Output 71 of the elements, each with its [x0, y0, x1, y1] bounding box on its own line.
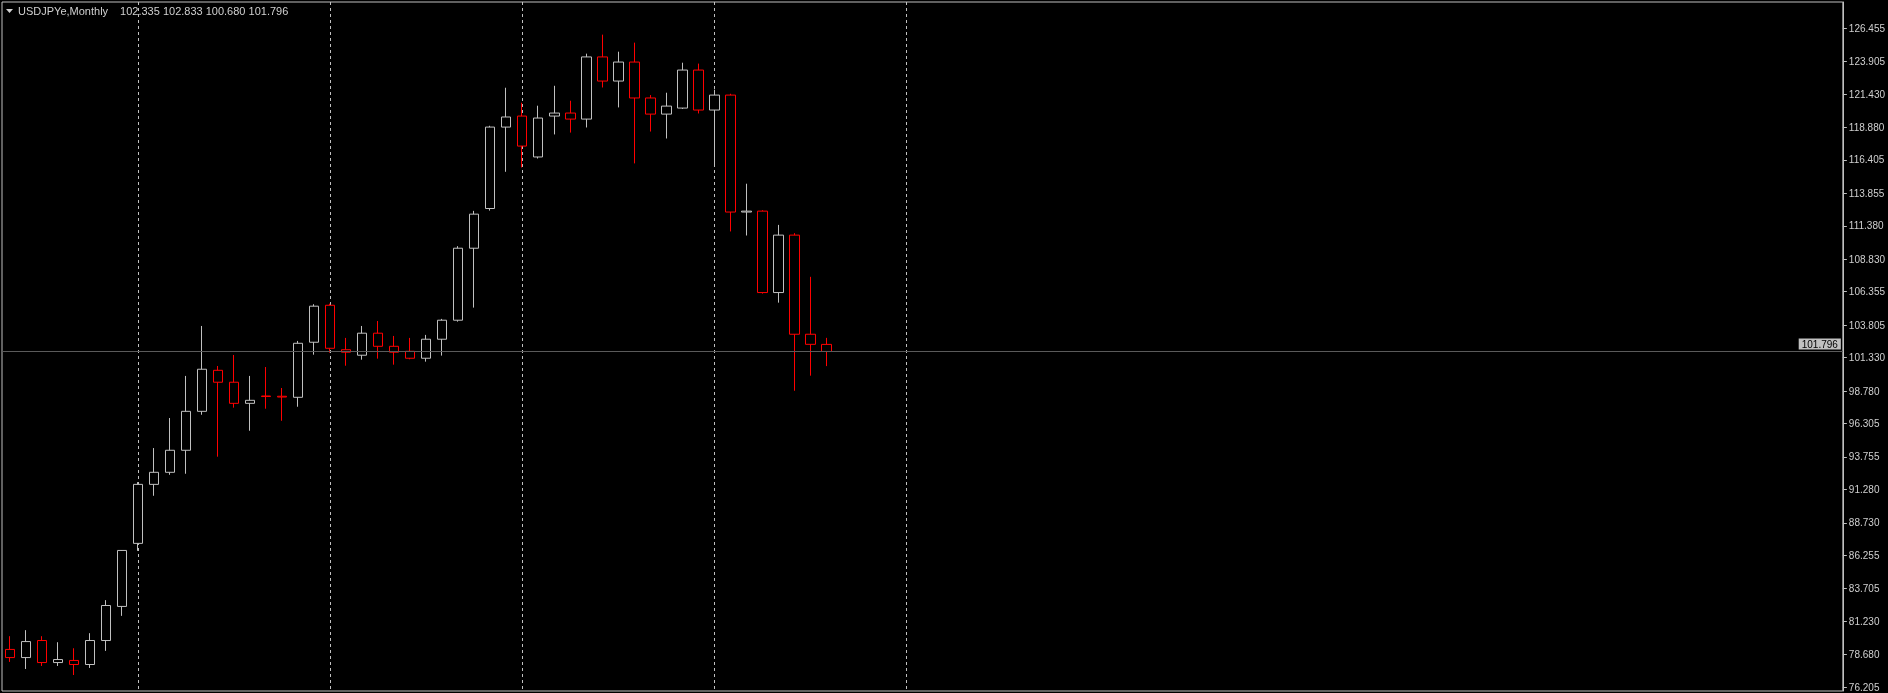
candlestick [581, 53, 592, 128]
candlestick [453, 245, 463, 323]
candlestick [565, 100, 576, 134]
y-tick-label: 108.830 [1848, 253, 1886, 265]
y-tick-label: 91.280 [1848, 483, 1880, 495]
candlestick [149, 447, 159, 497]
candlestick [117, 549, 127, 617]
y-tick-label: 83.705 [1848, 583, 1880, 595]
candlestick [357, 325, 367, 361]
candlestick [325, 303, 335, 354]
candlestick [789, 232, 800, 392]
y-tick-label: 126.455 [1848, 22, 1886, 34]
candlestick [293, 340, 303, 408]
candlestick [661, 92, 672, 139]
candlestick [37, 635, 47, 667]
y-tick-label: 121.430 [1848, 88, 1886, 100]
candlestick [277, 387, 287, 422]
candlestick [101, 599, 111, 652]
candlestick [181, 375, 191, 475]
candlestick [645, 94, 656, 133]
candlestick [549, 85, 560, 135]
candlestick [677, 62, 688, 110]
y-tick-label: 96.305 [1848, 417, 1880, 429]
candlestick [261, 366, 271, 410]
chart-title: USDJPYe,Monthly [18, 4, 109, 17]
candlestick [517, 102, 527, 168]
candlestick [805, 276, 816, 377]
candlestick [469, 210, 479, 309]
candlestick [485, 125, 495, 212]
ref-line-label: 101.796 [1801, 338, 1839, 350]
y-tick-label: 113.855 [1848, 187, 1885, 199]
candlestick [821, 337, 832, 367]
y-tick-label: 76.205 [1848, 681, 1880, 693]
candlestick [229, 354, 239, 409]
candlestick [197, 325, 207, 416]
y-tick-label: 118.880 [1848, 121, 1885, 133]
y-tick-label: 88.730 [1848, 517, 1880, 529]
candlestick [693, 63, 704, 114]
y-tick-label: 78.680 [1848, 649, 1880, 661]
candlestick [373, 320, 383, 360]
candlestick [741, 183, 752, 237]
y-tick-label: 93.755 [1848, 451, 1880, 463]
candlestick [437, 318, 447, 357]
candlestick [309, 303, 319, 356]
y-tick-label: 116.405 [1848, 154, 1885, 166]
candlestick [165, 417, 175, 476]
candlestick [5, 635, 15, 663]
y-tick-label: 101.330 [1848, 352, 1886, 364]
candlestick [533, 105, 543, 160]
candlestick [245, 375, 255, 432]
y-tick-label: 111.380 [1848, 220, 1884, 232]
y-tick-label: 86.255 [1848, 549, 1880, 561]
y-tick-label: 81.230 [1848, 615, 1880, 627]
chart-subtitle: 102.335 102.833 100.680 101.796 [120, 4, 289, 17]
candlestick [53, 641, 63, 667]
candlestick [85, 632, 95, 669]
candlestick [69, 647, 79, 676]
y-tick-label: 98.780 [1848, 385, 1880, 397]
candlestick [773, 224, 784, 304]
candlestick [597, 34, 608, 88]
candlestick [613, 51, 624, 108]
candlestick [725, 93, 736, 232]
candlestick [21, 629, 31, 670]
y-tick-label: 103.805 [1848, 319, 1886, 331]
candlestick [421, 334, 431, 363]
candlestick [501, 87, 511, 173]
y-tick-label: 123.905 [1848, 56, 1886, 68]
candlestick [757, 209, 768, 295]
candlestick [629, 42, 640, 164]
y-tick-label: 106.355 [1848, 286, 1886, 298]
candlestick [213, 365, 223, 458]
